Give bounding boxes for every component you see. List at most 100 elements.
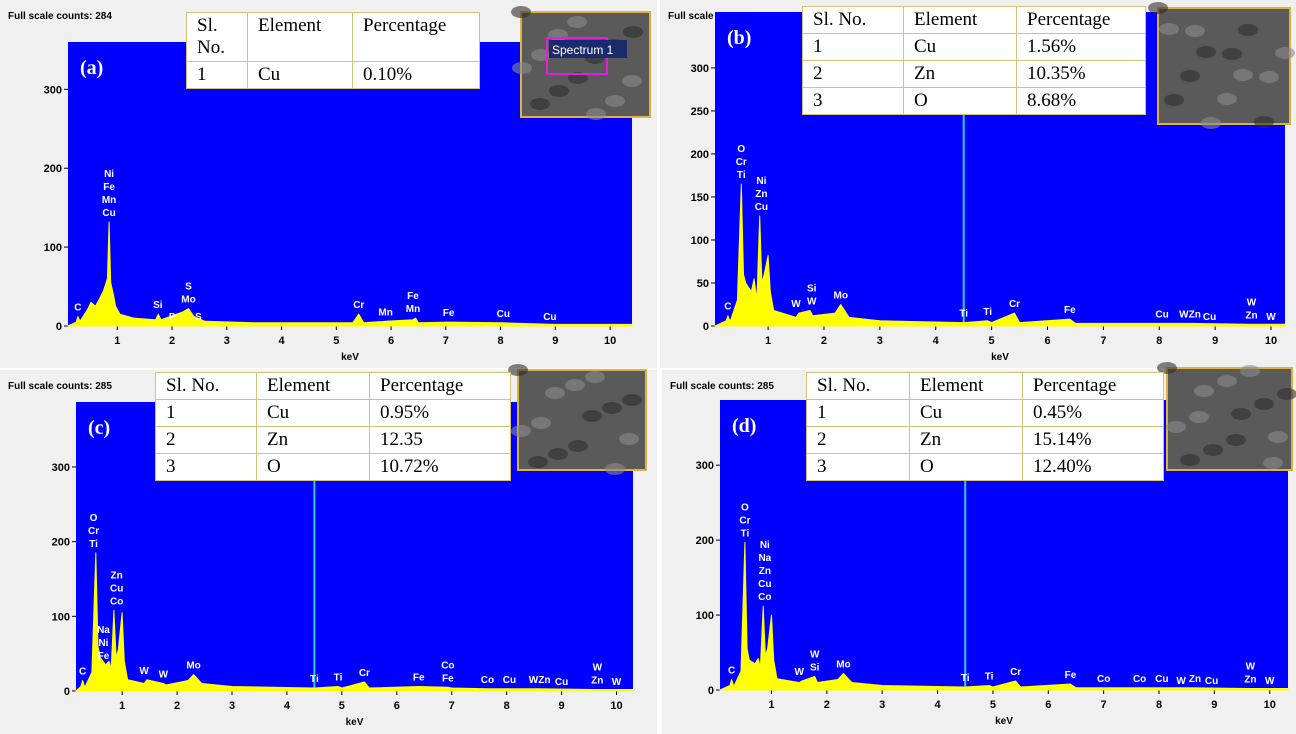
peak-label: Co bbox=[110, 596, 123, 607]
x-axis-label: keV bbox=[995, 716, 1013, 727]
table-row: Sl. No. Element Percentage bbox=[802, 6, 1146, 34]
peak-label: W bbox=[612, 677, 622, 688]
peak-label: C bbox=[728, 666, 735, 677]
spectrum bbox=[719, 541, 1289, 691]
peak-label: Cr bbox=[88, 526, 99, 537]
x-tick-label: 10 bbox=[1265, 335, 1277, 347]
table-cell: Zn bbox=[256, 426, 370, 454]
y-tick-label: 100 bbox=[52, 611, 70, 623]
x-tick-label: 8 bbox=[498, 335, 504, 347]
table-cell: Element bbox=[903, 6, 1017, 34]
x-tick-label: 7 bbox=[449, 700, 455, 712]
y-tick-label: 300 bbox=[52, 462, 70, 474]
peak-label: Mn bbox=[406, 304, 420, 315]
x-tick-label: 8 bbox=[1156, 699, 1162, 711]
table-cell: Cu bbox=[903, 33, 1017, 61]
inset-texture bbox=[1166, 421, 1186, 433]
inset-tag bbox=[549, 40, 627, 58]
peak-label: Cu bbox=[555, 677, 568, 688]
table-cell: 10.72% bbox=[369, 453, 511, 481]
peak-label: W bbox=[1247, 297, 1257, 308]
x-tick-label: 5 bbox=[990, 699, 996, 711]
table-row: 1 Cu 0.45% bbox=[806, 399, 1164, 427]
panel-title: Full scale counts: 285 bbox=[8, 381, 112, 392]
peak-label: Ti bbox=[334, 673, 343, 684]
peak-label: C bbox=[74, 303, 81, 314]
table-row: 2 Zn 12.35 bbox=[155, 426, 511, 454]
peak-label: Si bbox=[810, 663, 820, 674]
y-tick-label: 100 bbox=[691, 235, 709, 247]
table-cell: Sl. No. bbox=[155, 372, 257, 400]
peak-label: O bbox=[90, 513, 98, 524]
y-tick-label: 50 bbox=[697, 278, 709, 290]
inset-texture bbox=[511, 6, 531, 18]
inset-texture bbox=[1217, 93, 1237, 105]
x-tick-label: 3 bbox=[877, 335, 883, 347]
table-cell: 2 bbox=[155, 426, 257, 454]
peak-label: Ni bbox=[98, 638, 108, 649]
y-tick-label: 300 bbox=[696, 460, 714, 472]
x-tick-label: 1 bbox=[765, 335, 771, 347]
x-tick-label: 9 bbox=[559, 700, 565, 712]
y-tick-label: 300 bbox=[691, 63, 709, 75]
peak-label: Zn bbox=[1189, 674, 1201, 685]
table-cell: 12.35 bbox=[369, 426, 511, 454]
y-tick-label: 200 bbox=[691, 149, 709, 161]
table-cell: 2 bbox=[806, 426, 910, 454]
peak-label: Cu bbox=[543, 312, 556, 323]
inset-texture bbox=[512, 62, 532, 74]
table-cell: 15.14% bbox=[1022, 426, 1164, 454]
peak-label: Cr bbox=[1010, 667, 1021, 678]
x-tick-label: 5 bbox=[989, 335, 995, 347]
peak-label: Cu bbox=[1203, 312, 1216, 323]
x-tick-label: 10 bbox=[610, 700, 622, 712]
peak-label: Ni bbox=[104, 169, 114, 180]
table-row: 1 Cu 0.10% bbox=[186, 61, 480, 89]
table-row: 3 O 10.72% bbox=[155, 453, 511, 481]
inset-texture bbox=[548, 448, 568, 460]
peak-label: Co bbox=[481, 675, 494, 686]
spectrum bbox=[75, 552, 634, 692]
inset-texture bbox=[602, 402, 622, 414]
table-cell: 0.45% bbox=[1022, 399, 1164, 427]
panel-title: Full scale counts: 284 bbox=[8, 11, 112, 22]
peak-label: O bbox=[741, 502, 749, 513]
y-tick-label: 150 bbox=[691, 192, 709, 204]
inset-texture bbox=[1275, 47, 1295, 59]
inset-texture bbox=[1159, 23, 1179, 35]
table-cell: O bbox=[256, 453, 370, 481]
inset-texture bbox=[586, 108, 606, 120]
inset-texture bbox=[531, 417, 551, 429]
peak-label: Mo bbox=[186, 661, 200, 672]
peak-label: Ti bbox=[961, 673, 970, 684]
table-cell: 0.10% bbox=[352, 61, 480, 89]
peak-label: C bbox=[79, 667, 86, 678]
peak-label: W bbox=[791, 299, 801, 310]
inset-texture bbox=[1233, 69, 1253, 81]
peak-label: W bbox=[1266, 312, 1276, 323]
table-cell: Percentage bbox=[1022, 372, 1164, 400]
table-cell: 1 bbox=[155, 399, 257, 427]
peak-label: W bbox=[1265, 676, 1275, 687]
inset-texture bbox=[1148, 2, 1168, 14]
x-tick-label: 9 bbox=[1211, 699, 1217, 711]
inset-texture bbox=[1180, 70, 1200, 82]
x-tick-label: 6 bbox=[1044, 335, 1050, 347]
table-cell: Sl. No. bbox=[802, 6, 904, 34]
table-cell: Sl. No. bbox=[806, 372, 910, 400]
y-tick-label: 200 bbox=[44, 163, 62, 175]
peak-label: W bbox=[593, 663, 603, 674]
table-row: Sl. No. Element Percentage bbox=[806, 372, 1164, 400]
peak-label: W bbox=[1176, 676, 1186, 687]
peak-label: P bbox=[169, 312, 176, 323]
inset-label: Spectrum 1 bbox=[552, 43, 614, 57]
x-tick-label: 8 bbox=[1156, 335, 1162, 347]
x-tick-label: 4 bbox=[278, 335, 285, 347]
x-tick-label: 4 bbox=[284, 700, 291, 712]
table-cell: Element bbox=[256, 372, 370, 400]
inset-texture bbox=[508, 364, 528, 376]
composition-table: Sl. No. Element Percentage 1 Cu 1.56% 2 Zn 10.35… bbox=[802, 6, 1146, 115]
peak-label: Ti bbox=[983, 307, 992, 318]
inset-texture bbox=[548, 29, 568, 41]
peak-label: W bbox=[810, 650, 820, 661]
